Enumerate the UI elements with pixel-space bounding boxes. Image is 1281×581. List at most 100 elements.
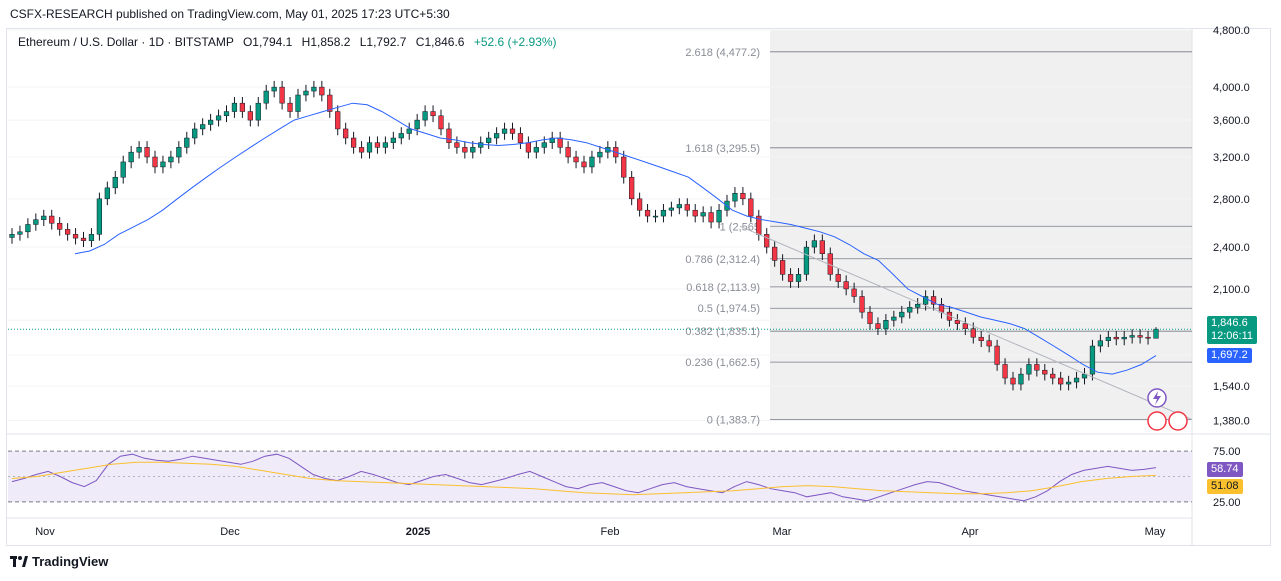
candle-body xyxy=(1089,345,1096,375)
candle-body xyxy=(263,90,269,104)
symbol-title[interactable]: Ethereum / U.S. Dollar · 1D · BITSTAMP xyxy=(18,35,234,49)
fib-level-label: 2.618 (4,477.2) xyxy=(685,47,760,59)
candle-body xyxy=(684,204,690,211)
candle-body xyxy=(1105,336,1111,341)
time-axis-label: Apr xyxy=(961,526,978,538)
candle-body xyxy=(549,137,555,143)
price-tick-label: 2,800.0 xyxy=(1213,194,1250,206)
fib-level-label: 0.236 (1,662.5) xyxy=(685,357,760,369)
candle-body xyxy=(1026,364,1032,375)
candle-body xyxy=(883,320,889,329)
rsi-tick-label: 25.00 xyxy=(1213,497,1241,509)
price-tick-label: 4,800.0 xyxy=(1213,25,1250,37)
candle-body xyxy=(922,296,929,305)
price-tick-label: 2,100.0 xyxy=(1213,284,1250,296)
candle-body xyxy=(200,124,206,130)
candle-body xyxy=(168,156,174,163)
candle-body xyxy=(907,307,913,313)
candle-body xyxy=(96,198,103,235)
candle-body xyxy=(517,133,524,143)
open-value: O1,794.1 xyxy=(242,35,293,49)
time-axis-label: May xyxy=(1145,526,1166,538)
candle-body xyxy=(859,296,865,313)
candle-body xyxy=(1129,335,1135,338)
candle-body xyxy=(112,176,118,189)
candle-body xyxy=(1065,381,1072,385)
candle-body xyxy=(493,133,500,139)
candle-body xyxy=(57,222,63,230)
tradingview-footer[interactable]: TradingView xyxy=(10,554,108,569)
candle-body xyxy=(597,151,603,158)
candle-body xyxy=(104,187,110,200)
candle-body xyxy=(144,147,150,158)
candle-body xyxy=(891,316,897,321)
candle-body xyxy=(120,161,126,178)
ma-price-tag: 1,697.2 xyxy=(1207,348,1252,363)
candle-body xyxy=(184,137,190,148)
time-axis-label: Dec xyxy=(220,526,240,538)
candle-body xyxy=(748,198,754,217)
candle-body xyxy=(1042,369,1048,375)
candle-body xyxy=(668,207,675,211)
close-value: C1,846.6 xyxy=(415,35,465,49)
candle-body xyxy=(414,119,420,130)
low-value: L1,792.7 xyxy=(359,35,407,49)
candle-body xyxy=(676,204,682,209)
candle-body xyxy=(128,151,134,163)
events-icon-group xyxy=(1147,388,1188,431)
candle-body xyxy=(374,142,381,148)
candle-body xyxy=(462,147,468,153)
publisher-line: CSFX-RESEARCH published on TradingView.c… xyxy=(10,7,450,21)
candle-body xyxy=(438,115,444,130)
candle-body xyxy=(446,128,452,143)
candle-body xyxy=(875,323,881,329)
candle-body xyxy=(303,90,309,96)
candle-body xyxy=(986,340,992,347)
price-tick-label: 2,400.0 xyxy=(1213,242,1250,254)
candle-body xyxy=(207,119,214,125)
candle-body xyxy=(470,147,476,153)
candle-body xyxy=(772,246,778,261)
candle-body xyxy=(541,142,547,148)
candle-body xyxy=(295,94,301,112)
trend-line xyxy=(739,225,1193,421)
candle-body xyxy=(398,133,404,139)
candle-body xyxy=(708,212,714,223)
rsi-ma-line xyxy=(11,461,1157,496)
fib-level-label: 1.618 (3,295.5) xyxy=(685,143,760,155)
candle-body xyxy=(716,209,722,223)
candle-body xyxy=(557,137,563,148)
candle-body xyxy=(1113,336,1119,340)
change-value: +52.6 (+2.93%) xyxy=(473,35,557,49)
us-event-icon xyxy=(1168,411,1188,431)
time-axis-label: 2025 xyxy=(406,526,430,538)
candle-body xyxy=(422,111,428,121)
candle-body xyxy=(366,142,373,153)
candle-body xyxy=(152,156,158,168)
candle-body xyxy=(406,128,412,134)
candle-body xyxy=(1058,377,1064,385)
fib-level-label: 0.382 (1,835.1) xyxy=(685,326,760,338)
candle-body xyxy=(160,161,166,168)
fib-level-label: 0.5 (1,974.5) xyxy=(698,303,760,315)
candle-body xyxy=(795,274,802,282)
fib-level-label: 1 (2,565 xyxy=(720,221,760,233)
candle-body xyxy=(343,128,349,139)
fib-level-label: 0.786 (2,312.4) xyxy=(685,254,760,266)
us-event-icon xyxy=(1147,411,1167,431)
candle-body xyxy=(501,128,508,134)
candle-body xyxy=(644,209,651,217)
candle-body xyxy=(486,137,492,143)
candle-body xyxy=(1010,377,1016,385)
candle-body xyxy=(17,231,23,235)
candle-body xyxy=(621,156,627,178)
bar-countdown: 12:06:11 xyxy=(1211,330,1254,342)
moving-average-line xyxy=(74,102,1157,375)
price-tick-label: 4,000.0 xyxy=(1213,82,1250,94)
symbol-legend: Ethereum / U.S. Dollar · 1D · BITSTAMP O… xyxy=(18,35,557,49)
candle-body xyxy=(390,137,396,143)
time-axis-label: Mar xyxy=(773,526,792,538)
candle-body xyxy=(867,311,873,324)
candle-body xyxy=(1018,373,1024,385)
